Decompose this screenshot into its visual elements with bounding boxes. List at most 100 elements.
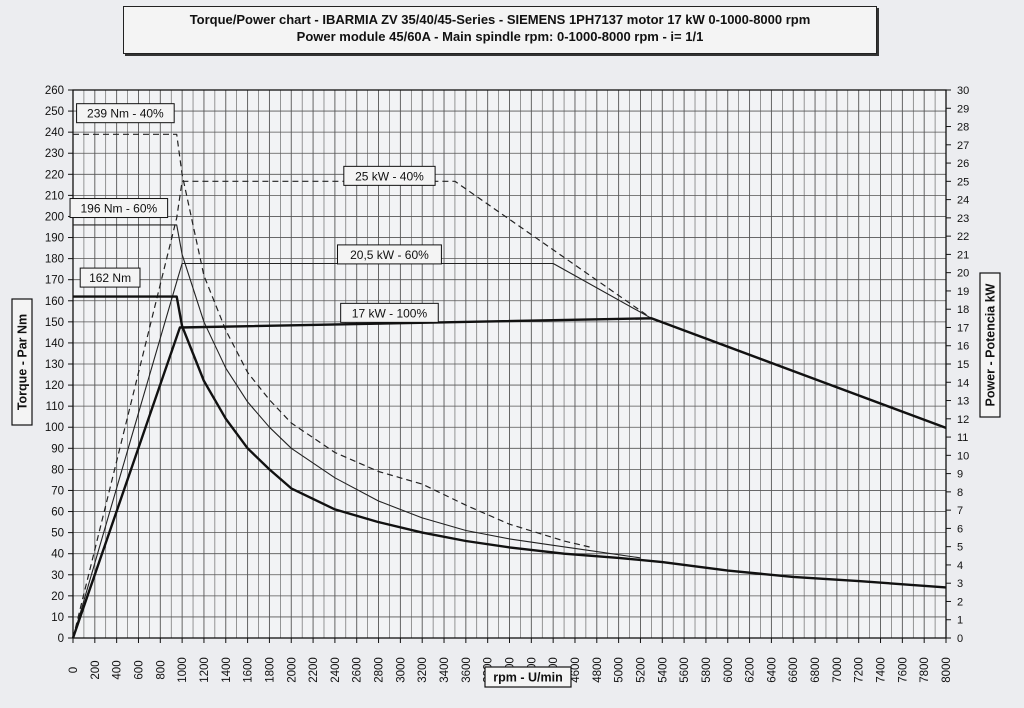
- y-tick-label-left: 110: [46, 401, 64, 413]
- y-tick-label-left: 170: [45, 275, 64, 287]
- label-205kw: 20,5 kW - 60%: [350, 248, 429, 262]
- y-tick-label-left: 150: [45, 317, 64, 329]
- y-tick-label-left: 200: [45, 211, 64, 223]
- x-tick-label: 3600: [461, 657, 473, 683]
- y-tick-label-right: 21: [957, 249, 969, 261]
- x-axis-label-frame: [484, 666, 572, 688]
- y-tick-label-right: 29: [957, 103, 969, 115]
- y-tick-label-right: 1: [957, 615, 963, 627]
- x-tick-label: 1600: [243, 657, 255, 683]
- x-tick-label: 4600: [570, 657, 582, 683]
- y-tick-label-left: 190: [45, 233, 64, 245]
- y-tick-label-left: 60: [51, 507, 64, 519]
- series-line-1: [72, 180, 652, 639]
- x-tick-label: 2200: [308, 657, 320, 683]
- label-239nm-frame: [76, 103, 175, 124]
- y-tick-label-left: 180: [45, 254, 64, 266]
- y-axis-label-right: Power - Potencia kW: [979, 272, 1001, 418]
- x-tick-label: 2600: [352, 657, 364, 683]
- y-tick-label-right: 17: [957, 322, 969, 334]
- label-205kw-frame: [337, 244, 442, 265]
- y-tick-label-left: 140: [45, 338, 64, 350]
- y-tick-label-right: 5: [957, 542, 963, 554]
- y-tick-label-left: 80: [51, 464, 64, 476]
- y-tick-label-right: 16: [957, 341, 969, 353]
- x-tick-label: 5000: [614, 657, 626, 683]
- y-tick-label-right: 2: [957, 596, 963, 608]
- x-tick-label: 6800: [810, 657, 822, 683]
- x-tick-label: 8000: [941, 657, 953, 683]
- y-tick-label-right: 7: [957, 505, 963, 517]
- y-axis-label-left: Torque - Par Nm: [11, 298, 33, 426]
- y-tick-label-left: 40: [51, 549, 64, 561]
- y-tick-label-left: 250: [45, 106, 64, 118]
- chart-title: Torque/Power chart - IBARMIA ZV 35/40/45…: [189, 12, 811, 27]
- series-line-2: [73, 224, 641, 559]
- y-tick-label-left: 120: [45, 380, 64, 392]
- x-axis-label-text: rpm - U/min: [493, 671, 562, 685]
- y-tick-label-right: 26: [957, 158, 969, 170]
- y-axis-label-left-frame: [11, 298, 33, 426]
- y-tick-label-right: 0: [957, 633, 963, 645]
- y-tick-label-right: 3: [957, 578, 963, 590]
- x-tick-label: 6200: [745, 657, 757, 683]
- label-25kw-frame: [343, 165, 436, 186]
- y-tick-label-right: 27: [957, 140, 969, 152]
- x-tick-label: 1800: [264, 657, 276, 683]
- x-tick-label: 6600: [788, 657, 800, 683]
- x-tick-label: 5800: [701, 657, 713, 683]
- label-196nm-frame: [69, 198, 169, 219]
- y-tick-label-right: 11: [957, 432, 968, 444]
- y-tick-label-left: 10: [51, 612, 64, 624]
- y-tick-label-right: 9: [957, 469, 963, 481]
- y-tick-label-right: 28: [957, 122, 969, 134]
- x-tick-label: 2800: [374, 657, 386, 683]
- y-tick-label-right: 15: [957, 359, 969, 371]
- y-tick-label-left: 130: [45, 359, 64, 371]
- y-tick-label-right: 4: [957, 560, 963, 572]
- chart-subtitle: Power module 45/60A - Main spindle rpm: …: [296, 29, 704, 44]
- y-tick-label-right: 24: [957, 195, 969, 207]
- x-tick-label: 5600: [679, 657, 691, 683]
- y-tick-label-right: 20: [957, 268, 969, 280]
- y-tick-label-right: 30: [957, 85, 969, 97]
- y-tick-label-left: 30: [51, 570, 64, 582]
- y-axis-label-right-text: Power - Potencia kW: [984, 283, 998, 406]
- x-tick-label: 3400: [439, 657, 451, 683]
- y-tick-label-right: 8: [957, 487, 963, 499]
- y-tick-label-left: 240: [45, 127, 64, 139]
- label-239nm: 239 Nm - 40%: [87, 107, 164, 121]
- y-tick-label-right: 23: [957, 213, 969, 225]
- x-tick-label: 600: [133, 660, 145, 679]
- y-tick-label-right: 18: [957, 304, 969, 316]
- series-line-5: [71, 317, 947, 639]
- x-tick-label: 5200: [635, 657, 647, 683]
- y-tick-label-left: 90: [51, 443, 64, 455]
- y-tick-label-right: 13: [957, 396, 969, 408]
- label-196nm: 196 Nm - 60%: [80, 202, 157, 216]
- x-tick-label: 800: [155, 660, 167, 679]
- x-tick-label: 7000: [832, 657, 844, 683]
- x-tick-label: 7400: [876, 657, 888, 683]
- x-tick-label: 7800: [919, 657, 931, 683]
- y-tick-label-left: 230: [45, 148, 64, 160]
- x-tick-label: 1400: [221, 657, 233, 683]
- x-tick-label: 6000: [723, 657, 735, 683]
- chart-title-box: Torque/Power chart - IBARMIA ZV 35/40/45…: [123, 6, 877, 54]
- label-162nm-frame: [79, 267, 141, 288]
- x-tick-label: 2400: [330, 657, 342, 683]
- x-axis-label: rpm - U/min: [484, 666, 572, 688]
- y-tick-label-left: 20: [51, 591, 64, 603]
- y-tick-label-left: 260: [45, 85, 64, 97]
- y-tick-label-right: 14: [957, 377, 969, 389]
- y-tick-label-left: 0: [58, 633, 64, 645]
- x-tick-label: 400: [112, 660, 124, 679]
- label-17kw: 17 kW - 100%: [352, 306, 428, 320]
- x-tick-label: 7600: [897, 657, 909, 683]
- x-tick-label: 0: [68, 667, 80, 673]
- x-tick-label: 6400: [766, 657, 778, 683]
- y-tick-label-left: 220: [45, 169, 64, 181]
- x-tick-label: 200: [90, 660, 102, 679]
- x-tick-label: 3000: [395, 657, 407, 683]
